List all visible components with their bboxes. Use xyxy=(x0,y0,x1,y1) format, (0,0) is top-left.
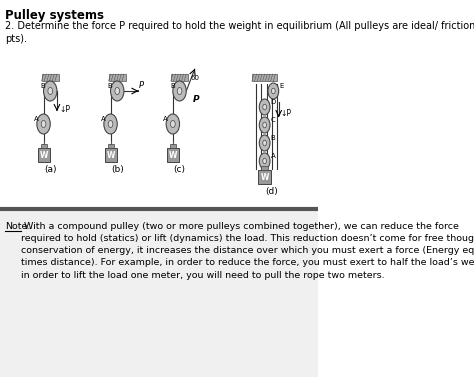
Circle shape xyxy=(41,121,46,127)
Circle shape xyxy=(44,81,57,101)
Text: (a): (a) xyxy=(44,165,56,174)
Text: P: P xyxy=(193,95,200,104)
Circle shape xyxy=(115,87,119,95)
Bar xyxy=(42,74,59,81)
Circle shape xyxy=(177,87,182,95)
Text: ↓P: ↓P xyxy=(59,105,70,114)
Circle shape xyxy=(263,140,266,146)
Circle shape xyxy=(259,135,270,151)
Text: E: E xyxy=(279,83,284,89)
Circle shape xyxy=(263,104,266,110)
Bar xyxy=(109,74,126,81)
Text: W: W xyxy=(169,150,177,159)
Text: Note:: Note: xyxy=(5,222,31,231)
Text: A: A xyxy=(163,116,167,122)
Text: B: B xyxy=(108,83,113,89)
Circle shape xyxy=(263,158,266,164)
Circle shape xyxy=(37,114,50,134)
Circle shape xyxy=(108,121,113,127)
Bar xyxy=(170,144,176,148)
Text: (c): (c) xyxy=(173,165,185,174)
Text: A: A xyxy=(34,116,38,122)
Bar xyxy=(105,148,117,162)
Text: C: C xyxy=(271,117,275,123)
Text: 2. Determine the force P required to hold the weight in equilibrium (All pulleys: 2. Determine the force P required to hol… xyxy=(5,21,474,44)
Text: W: W xyxy=(106,150,115,159)
Circle shape xyxy=(259,117,270,133)
Circle shape xyxy=(259,99,270,115)
Text: A: A xyxy=(271,153,275,159)
Bar xyxy=(261,166,268,170)
Bar xyxy=(108,144,114,148)
Bar xyxy=(0,209,318,377)
Text: B: B xyxy=(271,135,275,141)
Circle shape xyxy=(259,153,270,169)
Text: B: B xyxy=(170,83,175,89)
Circle shape xyxy=(272,88,275,94)
Bar xyxy=(37,148,50,162)
Circle shape xyxy=(171,121,175,127)
Circle shape xyxy=(263,122,266,128)
Circle shape xyxy=(104,114,117,134)
Text: Pulley systems: Pulley systems xyxy=(5,9,104,22)
Text: With a compound pulley (two or more pulleys combined together), we can reduce th: With a compound pulley (two or more pull… xyxy=(21,222,474,280)
Text: W: W xyxy=(260,173,269,181)
Text: B: B xyxy=(41,83,46,89)
Text: P: P xyxy=(139,81,144,90)
Circle shape xyxy=(166,114,180,134)
Text: ↓P: ↓P xyxy=(280,109,291,118)
Text: A: A xyxy=(100,116,105,122)
Circle shape xyxy=(268,83,279,99)
Bar xyxy=(252,74,277,81)
Circle shape xyxy=(173,81,186,101)
Bar xyxy=(167,148,179,162)
Bar xyxy=(258,170,271,184)
Bar xyxy=(41,144,46,148)
Text: 60: 60 xyxy=(191,75,200,81)
Text: D: D xyxy=(271,99,276,105)
Bar xyxy=(171,74,188,81)
Text: W: W xyxy=(39,150,48,159)
Circle shape xyxy=(110,81,124,101)
Text: (b): (b) xyxy=(111,165,124,174)
Circle shape xyxy=(48,87,53,95)
Text: (d): (d) xyxy=(265,187,278,196)
